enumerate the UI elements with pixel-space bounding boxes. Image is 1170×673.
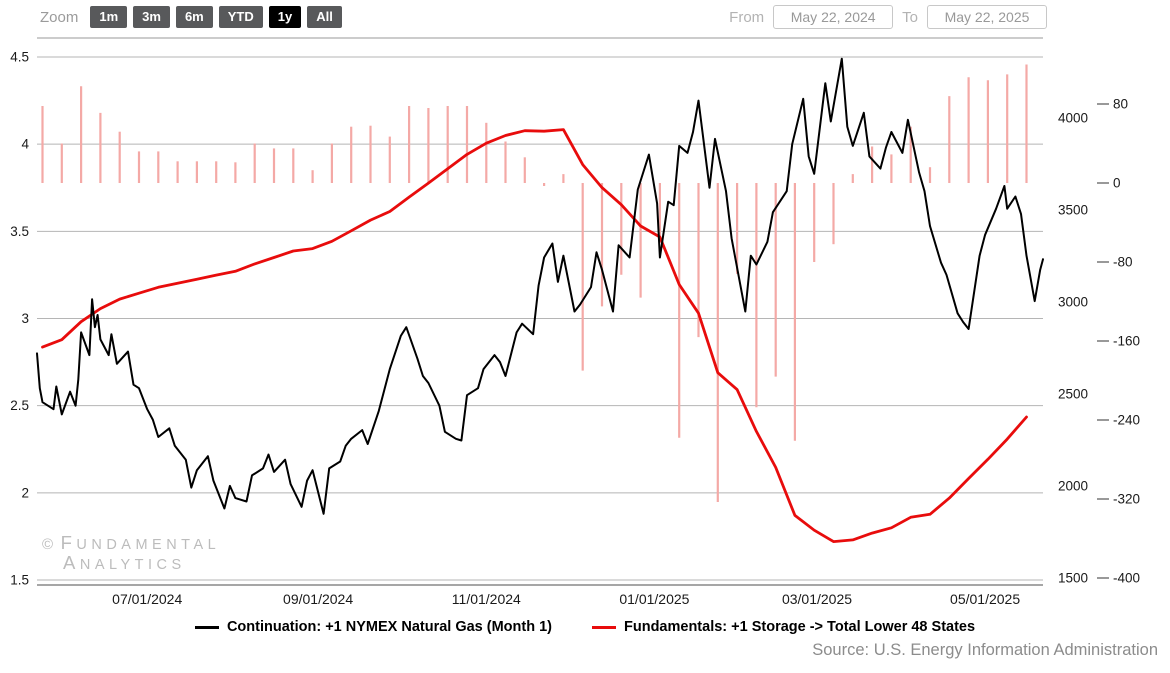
- zoom-button-1m[interactable]: 1m: [90, 6, 128, 28]
- zoom-button-ytd[interactable]: YTD: [218, 6, 263, 28]
- date-range-controls: From To: [729, 5, 1047, 29]
- axis-tick-label: 3500: [1058, 203, 1088, 218]
- zoom-label: Zoom: [40, 8, 79, 26]
- to-date-input[interactable]: [927, 5, 1047, 29]
- source-attribution: Source: U.S. Energy Information Administ…: [812, 641, 1158, 659]
- zoom-button-1y[interactable]: 1y: [268, 6, 302, 28]
- gridlines: [37, 56, 1043, 581]
- zoom-button-6m[interactable]: 6m: [175, 6, 213, 28]
- zoom-buttons: 1m 3m 6m YTD 1y All: [90, 6, 342, 28]
- from-label: From: [729, 8, 765, 26]
- axis-tick-label: -320: [1113, 492, 1140, 507]
- axis-tick-label: 0: [1113, 176, 1121, 191]
- legend-item-0[interactable]: Continuation: +1 NYMEX Natural Gas (Mont…: [194, 619, 552, 635]
- storage-change-bars: [41, 64, 1028, 502]
- zoom-button-all[interactable]: All: [307, 6, 342, 28]
- axis-tick-label: 1500: [1058, 571, 1088, 586]
- axis-tick-label: -400: [1113, 571, 1140, 586]
- zoom-button-3m[interactable]: 3m: [133, 6, 170, 28]
- watermark-line1: © FUNDAMENTAL: [42, 532, 220, 553]
- legend-swatch: [194, 625, 219, 629]
- chart-legend: Continuation: +1 NYMEX Natural Gas (Mont…: [0, 616, 1170, 638]
- series-line-price: [36, 57, 1044, 515]
- watermark-line2: ANALYTICS: [63, 552, 186, 573]
- plot-borders: [37, 37, 1043, 586]
- axis-tick-label: 07/01/2024: [112, 591, 182, 607]
- axis-tick-label: 4000: [1058, 111, 1088, 126]
- legend-item-1[interactable]: Fundamentals: +1 Storage -> Total Lower …: [592, 619, 975, 635]
- axis-tick-label: 4: [21, 137, 29, 152]
- axis-tick-label: 2: [21, 485, 29, 500]
- y-axis-change-labels: 80 0 -80 -160 -240 -320 -400: [1097, 97, 1140, 586]
- axis-tick-label: 1.5: [10, 573, 29, 588]
- axis-tick-label: 3.5: [10, 224, 29, 239]
- axis-tick-label: 3000: [1058, 295, 1088, 310]
- legend-swatch: [592, 625, 616, 629]
- axis-tick-label: 80: [1113, 97, 1128, 112]
- axis-tick-label: 05/01/2025: [950, 591, 1020, 607]
- y-axis-storage-labels: 1500 2000 2500 3000 3500 4000: [1058, 111, 1088, 586]
- from-date-input[interactable]: [773, 5, 894, 29]
- axis-tick-label: 01/01/2025: [619, 591, 689, 607]
- axis-tick-label: 2000: [1058, 479, 1088, 494]
- legend-label: Continuation: +1 NYMEX Natural Gas (Mont…: [226, 619, 552, 635]
- series-line-storage: [41, 128, 1028, 543]
- x-axis-labels: 07/01/2024 09/01/2024 11/01/2024 01/01/2025…: [112, 591, 1020, 607]
- axis-tick-label: 03/01/2025: [782, 591, 852, 607]
- axis-tick-label: -240: [1113, 413, 1140, 428]
- axis-tick-label: 2.5: [10, 398, 29, 413]
- axis-tick-label: 4.5: [10, 50, 29, 65]
- to-label: To: [902, 8, 918, 26]
- axis-tick-label: 2500: [1058, 387, 1088, 402]
- axis-tick-label: 11/01/2024: [452, 591, 521, 607]
- axis-tick-label: 3: [21, 311, 29, 326]
- axis-tick-label: -80: [1113, 255, 1133, 270]
- axis-tick-label: 09/01/2024: [283, 591, 353, 607]
- axis-tick-label: -160: [1113, 334, 1140, 349]
- chart-plot-area[interactable]: 1.5 2 2.5 3 3.5 4 4.5 1500 2000 2500 3000 3500 4000 8…: [0, 30, 1170, 610]
- legend-label: Fundamentals: +1 Storage -> Total Lower …: [624, 619, 976, 635]
- y-axis-price-labels: 1.5 2 2.5 3 3.5 4 4.5: [10, 50, 29, 588]
